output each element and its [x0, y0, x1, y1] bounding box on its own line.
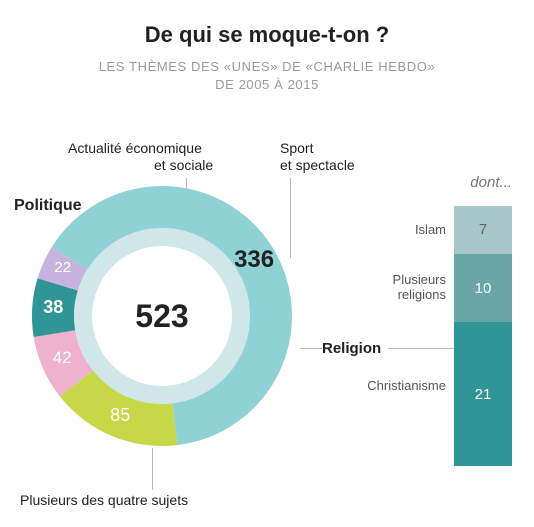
- stack-label-islam: Islam: [306, 222, 446, 237]
- breakdown-stack: 71021: [454, 206, 512, 466]
- label-sport: Sport et spectacle: [280, 140, 355, 174]
- label-eco-l2: et sociale: [68, 157, 213, 173]
- slice-value-sport: 42: [42, 348, 82, 368]
- chart-title-text: De qui se moque-t-on ?: [145, 22, 389, 47]
- stack-seg-islam: 7: [454, 206, 512, 254]
- label-sport-l2: et spectacle: [280, 157, 355, 173]
- chart-subtitle-line1: LES THÈMES DES «UNES» DE «CHARLIE HEBDO»: [99, 59, 436, 74]
- connector-religion-bar-h: [388, 348, 454, 349]
- chart-subtitle-line2: DE 2005 À 2015: [215, 77, 319, 92]
- label-eco: Actualité économique et sociale: [68, 140, 248, 174]
- chart-subtitle: LES THÈMES DES «UNES» DE «CHARLIE HEBDO»…: [0, 58, 534, 93]
- stack-seg-christ: 21: [454, 322, 512, 466]
- label-eco-l1: Actualité économique: [68, 140, 202, 156]
- stack-label-christ: Christianisme: [306, 378, 446, 393]
- slice-value-plusieurs: 22: [43, 259, 83, 276]
- chart-title: De qui se moque-t-on ?: [0, 22, 534, 48]
- slice-value-eco: 85: [100, 405, 140, 426]
- slice-value-religion: 38: [33, 297, 73, 318]
- breakdown-header: dont...: [470, 174, 512, 191]
- connector-religion-h: [300, 348, 322, 349]
- donut-chart: 523 33685423822: [22, 176, 302, 456]
- stack-seg-multi: 10: [454, 254, 512, 322]
- label-plusieurs: Plusieurs des quatre sujets: [20, 492, 188, 509]
- label-religion: Religion: [322, 340, 381, 358]
- label-sport-l1: Sport: [280, 140, 313, 156]
- stack-label-multi: Plusieursreligions: [306, 272, 446, 302]
- slice-value-politique: 336: [234, 246, 274, 274]
